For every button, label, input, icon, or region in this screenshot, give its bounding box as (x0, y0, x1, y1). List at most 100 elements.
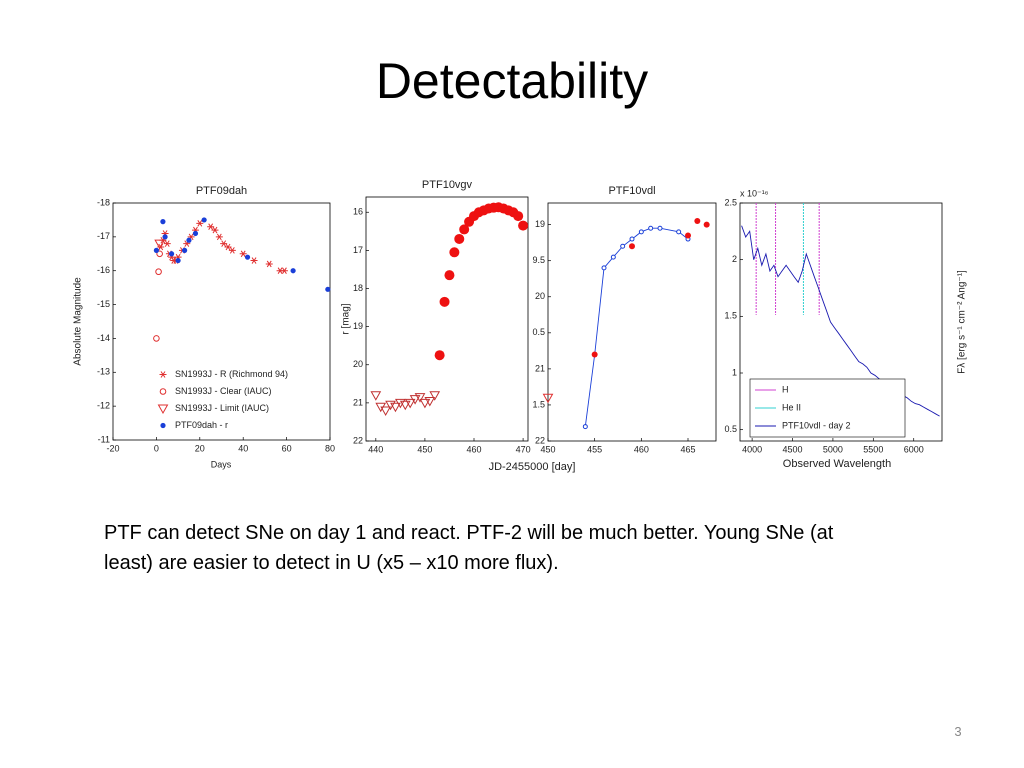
charts: PTF09dah -20 0 20 40 60 80 -18 -17 -16 -15 -14 -13 -1… (73, 179, 968, 473)
x-tick-label: 6000 (904, 444, 924, 454)
marker (201, 217, 207, 223)
y-axis-label: Absolute Magnitude (73, 277, 84, 366)
marker (325, 286, 331, 292)
x-axis-label: Days (211, 459, 232, 469)
marker (211, 226, 219, 234)
y-tick-label: 20 (353, 359, 363, 369)
marker (192, 230, 199, 237)
legend-label: He II (782, 402, 801, 412)
marker (444, 270, 455, 281)
y-tick-label: -15 (97, 299, 110, 309)
marker (399, 400, 411, 411)
y-tick-label: 1.5 (532, 399, 545, 409)
marker (454, 233, 465, 244)
x-tick-label: 460 (634, 444, 649, 454)
y-tick-label: 20 (535, 291, 545, 301)
x-tick-label: 5500 (863, 444, 883, 454)
legend-swatch (159, 388, 167, 395)
marker (380, 406, 391, 417)
marker (370, 391, 382, 401)
y-tick-label: -13 (97, 367, 110, 377)
marker (449, 247, 460, 258)
marker (459, 224, 470, 235)
y-tick-label: -17 (97, 231, 110, 241)
marker (434, 350, 445, 361)
marker (280, 267, 288, 274)
x-axis-label: Observed Wavelength (783, 458, 891, 470)
marker (629, 243, 635, 250)
x-tick-label: 4500 (783, 444, 803, 454)
marker (703, 221, 710, 228)
marker (629, 236, 635, 242)
marker (156, 250, 163, 258)
y-multiplier: x 10⁻¹⁶ (740, 188, 769, 198)
marker (250, 257, 258, 264)
legend-label: SN1993J - Clear (IAUC) (175, 386, 272, 396)
marker (228, 247, 236, 254)
y-tick-label: -16 (97, 265, 110, 275)
y-tick-label: 21 (353, 397, 363, 407)
marker (224, 243, 232, 251)
marker (395, 398, 406, 409)
y-tick-label: 19 (353, 321, 363, 331)
y-axis-label: r [mag] (341, 303, 352, 334)
y-tick-label: -12 (97, 401, 110, 411)
y-tick-label: 19 (535, 219, 545, 229)
x-tick-label: 465 (680, 444, 695, 454)
chart-title: PTF09dah (196, 185, 247, 197)
legend-swatch (160, 422, 166, 429)
marker (207, 223, 215, 230)
x-tick-label: 20 (195, 443, 205, 453)
y-tick-label: 16 (353, 207, 363, 217)
marker (685, 232, 691, 239)
marker (542, 393, 554, 404)
x-tick-label: 5000 (823, 444, 843, 454)
y-tick-label: -11 (98, 434, 110, 444)
y-tick-label: 22 (535, 435, 545, 445)
x-tick-label: -20 (106, 443, 119, 453)
marker (424, 396, 436, 407)
marker (620, 243, 626, 249)
slide-title: Detectability (375, 53, 649, 109)
body-text: PTF can detect SNe on day 1 and react. P… (104, 522, 834, 574)
marker (648, 225, 654, 231)
marker (154, 239, 166, 250)
legend-swatch (157, 404, 169, 415)
y-tick-label: 22 (353, 435, 363, 445)
marker (265, 260, 273, 268)
marker (153, 335, 160, 342)
marker (220, 240, 228, 247)
marker (439, 296, 450, 307)
x-tick-label: 470 (516, 444, 531, 454)
y-tick-label: -14 (97, 333, 110, 343)
marker (601, 265, 607, 271)
marker (429, 391, 441, 401)
x-tick-label: 460 (466, 444, 481, 454)
y-axis-label: Fλ [erg s⁻¹ cm⁻² Ang⁻¹] (957, 270, 968, 374)
y-tick-label: 2.5 (724, 197, 737, 207)
page-number: 3 (954, 724, 962, 739)
y-tick-label: 9.5 (532, 255, 545, 265)
legend-label: SN1993J - Limit (IAUC) (175, 403, 269, 413)
x-tick-label: 40 (238, 443, 248, 453)
x-axis-label: JD-2455000 [day] (489, 461, 576, 473)
y-tick-label: 0.5 (724, 424, 737, 434)
marker (160, 219, 166, 225)
marker (175, 257, 181, 264)
marker (162, 234, 168, 240)
y-tick-label: 0.5 (532, 327, 545, 337)
marker (409, 395, 421, 405)
y-tick-label: 1.5 (724, 311, 737, 321)
marker (518, 220, 529, 231)
y-tick-label: 21 (535, 363, 545, 373)
marker (390, 402, 401, 413)
plot-area (112, 202, 331, 441)
marker (163, 240, 171, 247)
marker (290, 268, 296, 274)
data-line (741, 225, 940, 417)
plot-area (547, 202, 717, 442)
marker (582, 424, 588, 430)
x-tick-label: 450 (540, 444, 555, 454)
marker (153, 247, 159, 253)
